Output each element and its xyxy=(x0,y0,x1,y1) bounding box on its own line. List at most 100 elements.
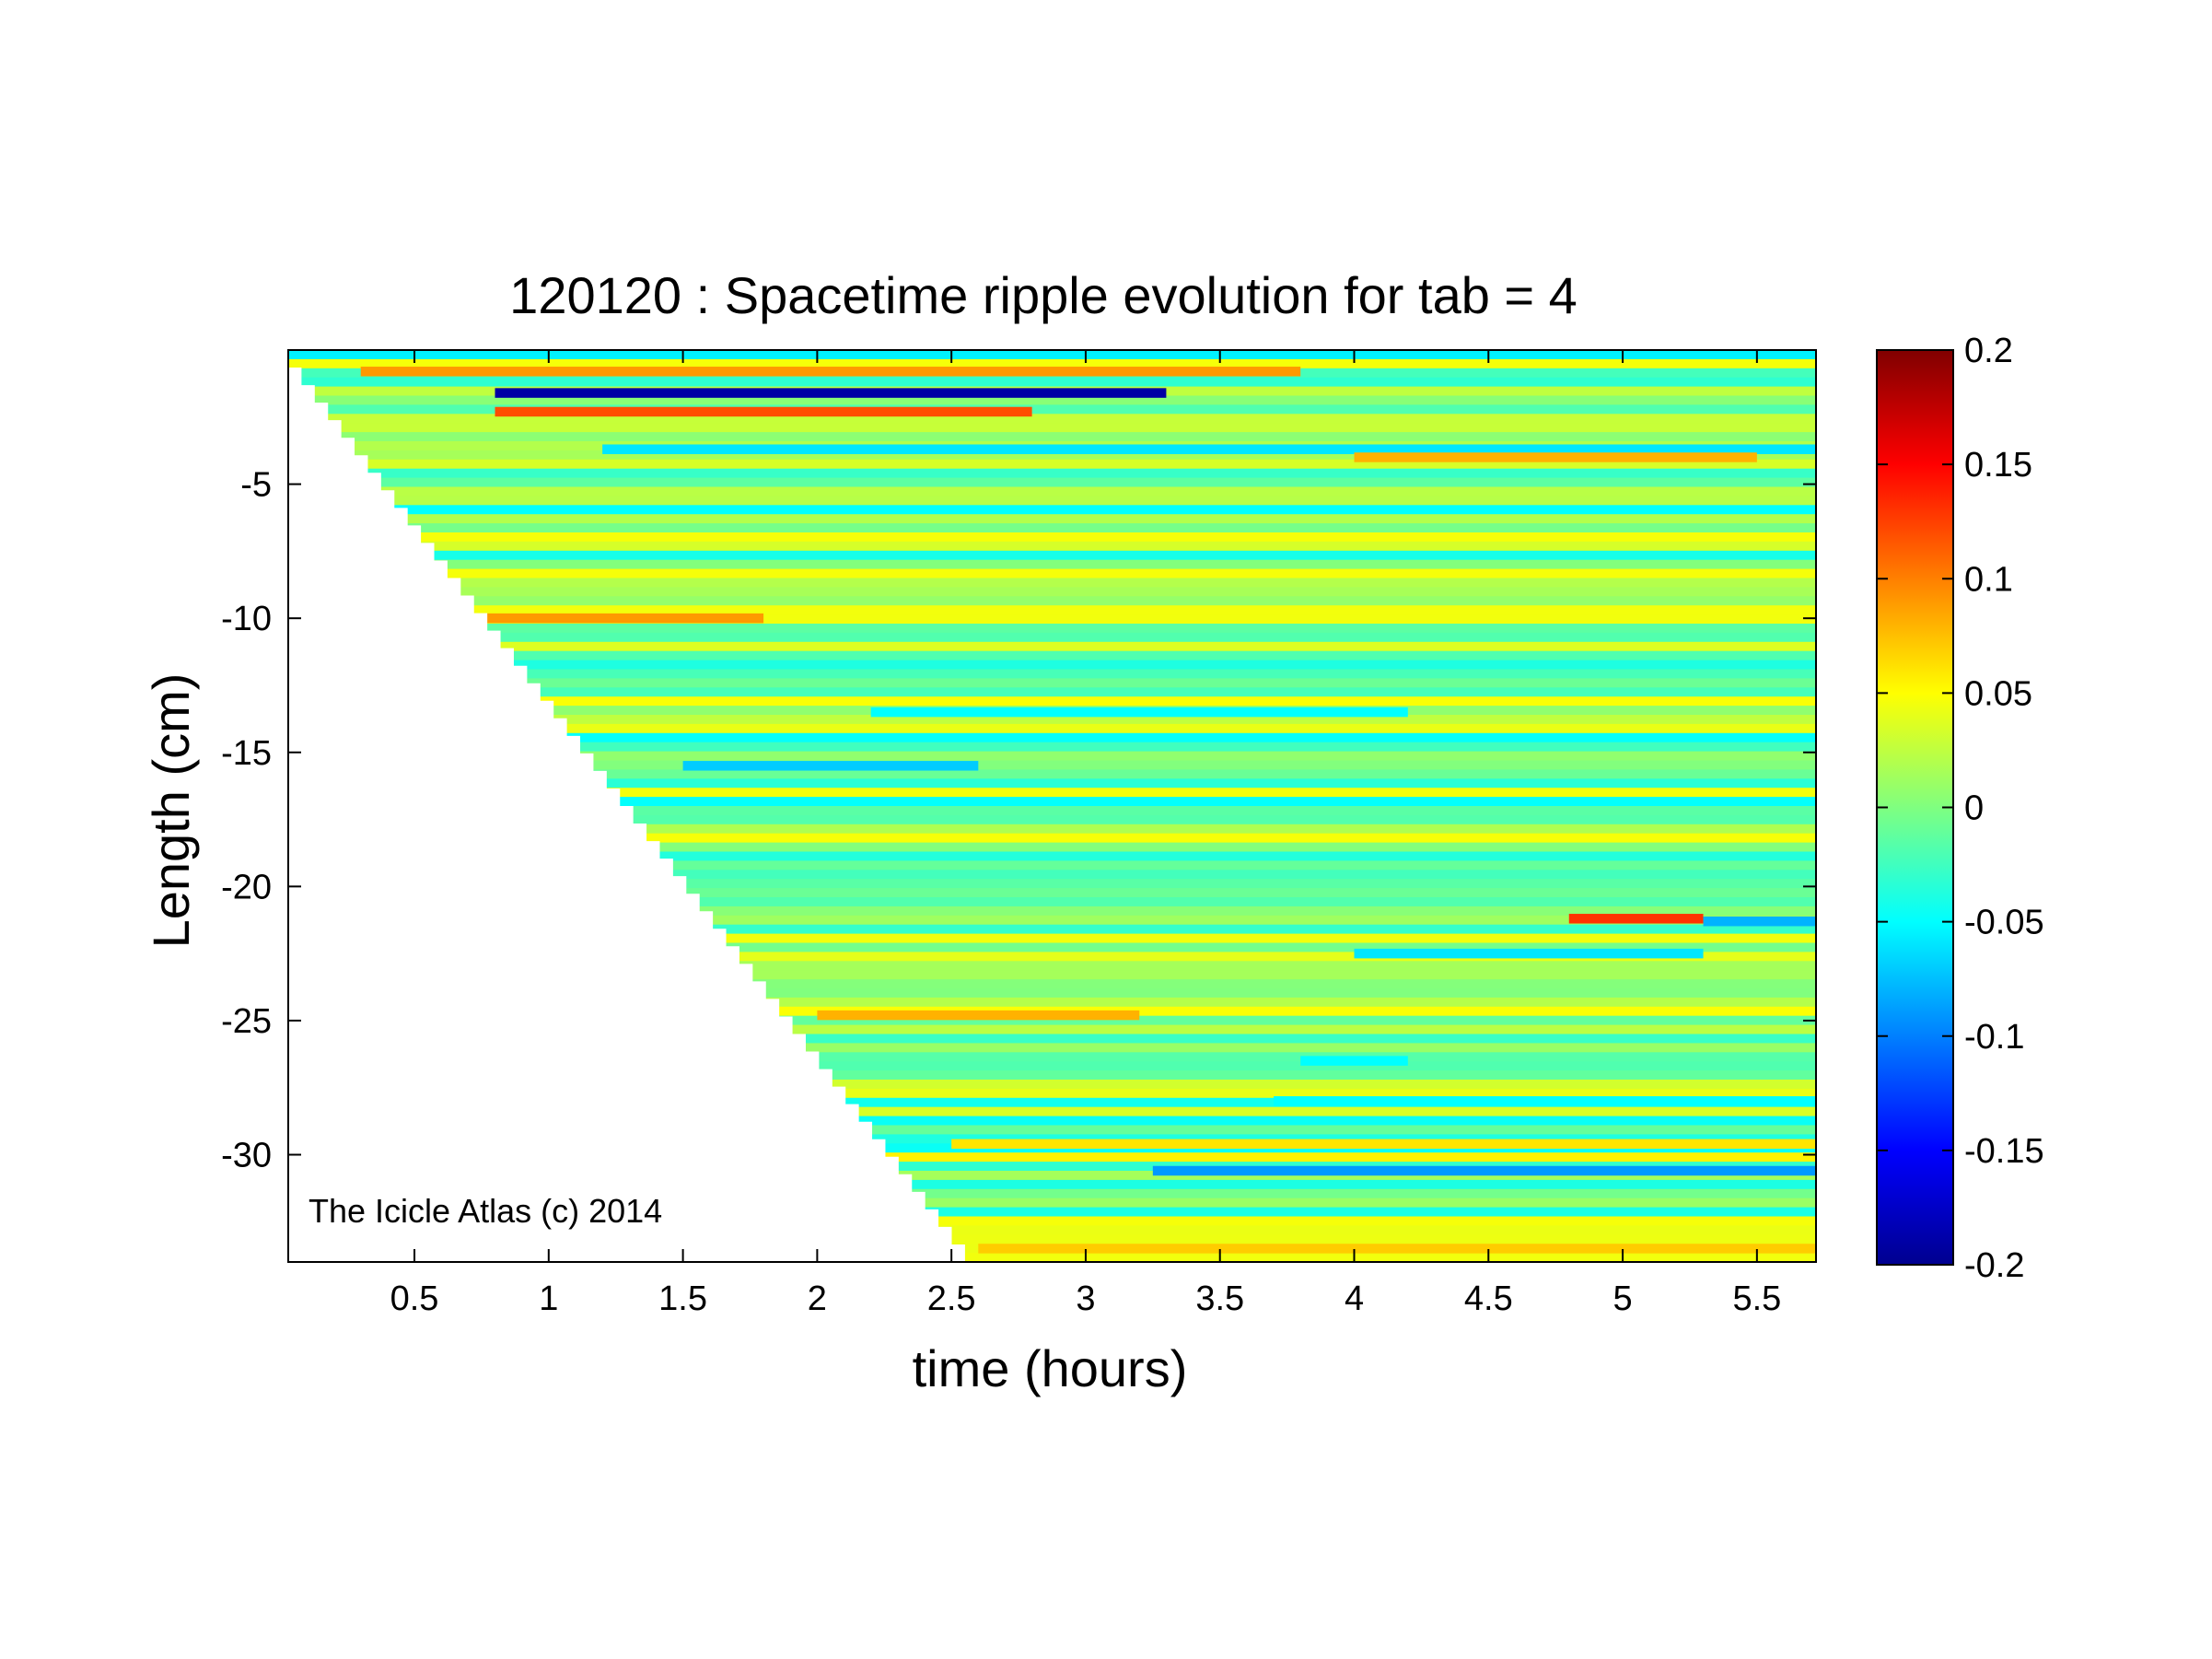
heatmap-row xyxy=(288,979,1816,989)
heatmap-row xyxy=(288,532,1816,543)
colorbar-tick-label: 0 xyxy=(1964,789,1984,828)
heatmap-row xyxy=(288,824,1816,835)
x-tick-label: 1.5 xyxy=(658,1279,707,1318)
heatmap-row xyxy=(288,696,1816,707)
heatmap-row xyxy=(288,897,1816,907)
heatmap-row xyxy=(288,450,1816,461)
heatmap-row xyxy=(288,614,1816,625)
heatmap-row xyxy=(288,942,1816,952)
colorbar-tick-label: 0.15 xyxy=(1964,446,2032,485)
heatmap-row xyxy=(288,970,1816,980)
x-tick-label: 5 xyxy=(1613,1279,1633,1318)
colorbar-tick-label: -0.2 xyxy=(1964,1246,2024,1285)
colorbar-tick-label: -0.15 xyxy=(1964,1132,2044,1171)
x-axis-label: time (hours) xyxy=(913,1339,1188,1397)
x-tick-label: 4 xyxy=(1345,1279,1364,1318)
heatmap-row xyxy=(288,732,1816,743)
colorbar-tick-label: 0.05 xyxy=(1964,674,2032,713)
heatmap-row xyxy=(288,514,1816,524)
chart-title: 120120 : Spacetime ripple evolution for … xyxy=(509,266,1578,324)
ripple-band xyxy=(951,1139,1816,1150)
ripple-band xyxy=(870,707,1408,718)
heatmap-row xyxy=(288,587,1816,597)
heatmap-row xyxy=(288,1097,1816,1108)
heatmap-row xyxy=(288,860,1816,870)
heatmap-row xyxy=(288,459,1816,470)
heatmap-row xyxy=(288,1034,1816,1044)
heatmap-row xyxy=(288,806,1816,816)
heatmap-row xyxy=(288,933,1816,944)
heatmap-row xyxy=(288,723,1816,734)
ripple-band xyxy=(978,1244,1816,1254)
heatmap-row xyxy=(288,486,1816,497)
x-tick-label: 4.5 xyxy=(1464,1279,1513,1318)
heatmap-row xyxy=(288,888,1816,898)
heatmap-row xyxy=(288,596,1816,606)
x-tick-label: 0.5 xyxy=(390,1279,439,1318)
heatmap-row xyxy=(288,541,1816,552)
heatmap-row xyxy=(288,1061,1816,1071)
heatmap-row xyxy=(288,1043,1816,1053)
y-axis-label: Length (cm) xyxy=(142,673,200,949)
heatmap-row xyxy=(288,678,1816,688)
heatmap-row xyxy=(288,915,1816,926)
heatmap-row xyxy=(288,496,1816,506)
heatmap-row xyxy=(288,1162,1816,1172)
ripple-band xyxy=(817,1010,1140,1021)
heatmap-row xyxy=(288,578,1816,588)
colorbar-ticks: 0.2 0.15 0.1 0.05 0 -0.05 -0.1 -0.15 -0.2 xyxy=(1877,332,2044,1285)
heatmap-row xyxy=(288,523,1816,533)
heatmap-row xyxy=(288,350,1816,360)
heatmap-row xyxy=(288,432,1816,442)
heatmap-row xyxy=(288,870,1816,880)
x-axis-ticks: 0.5 1 1.5 2 2.5 3 3.5 4 4.5 5 5.5 xyxy=(390,350,1781,1318)
y-tick-label: -30 xyxy=(221,1137,272,1175)
ripple-band xyxy=(1300,1056,1408,1066)
heatmap-row xyxy=(288,778,1816,789)
heatmap-row xyxy=(288,395,1816,405)
heatmap-row xyxy=(288,605,1816,615)
heatmap-row xyxy=(288,1188,1816,1199)
ripple-band xyxy=(1354,948,1704,959)
colorbar-tick-label: 0.2 xyxy=(1964,332,2013,370)
heatmap-row xyxy=(288,568,1816,579)
heatmap-row xyxy=(288,769,1816,779)
colorbar-tick-label: -0.1 xyxy=(1964,1018,2024,1057)
heatmap-row xyxy=(288,952,1816,962)
heatmap-row xyxy=(288,1015,1816,1026)
ripple-band xyxy=(1274,1096,1816,1106)
heatmap-row xyxy=(288,641,1816,652)
heatmap-row xyxy=(288,1171,1816,1181)
heatmap-row xyxy=(288,1052,1816,1062)
heatmap-row xyxy=(288,988,1816,999)
heatmap-row xyxy=(288,358,1816,369)
heatmap-row xyxy=(288,559,1816,570)
annotation-text: The Icicle Atlas (c) 2014 xyxy=(309,1192,662,1230)
heatmap-row xyxy=(288,924,1816,935)
ripple-band xyxy=(682,761,979,771)
heatmap-row xyxy=(288,1253,1816,1262)
heatmap-row xyxy=(288,851,1816,861)
ripple-band xyxy=(1568,914,1704,924)
heatmap-row xyxy=(288,788,1816,798)
ripple-band xyxy=(495,406,1032,417)
heatmap-row xyxy=(288,550,1816,561)
heatmap-row xyxy=(288,1179,1816,1190)
heatmap-row xyxy=(288,1152,1816,1162)
heatmap-row xyxy=(288,468,1816,479)
heatmap-row xyxy=(288,1225,1816,1235)
heatmap-image xyxy=(288,350,1816,1262)
unsampled-region xyxy=(288,350,979,1262)
x-tick-label: 2 xyxy=(808,1279,827,1318)
heatmap-row xyxy=(288,751,1816,762)
heatmap-row xyxy=(288,687,1816,697)
heatmap-row xyxy=(288,477,1816,488)
heatmap-row xyxy=(288,715,1816,725)
ripple-band xyxy=(602,444,1816,454)
heatmap-row xyxy=(288,669,1816,679)
x-tick-label: 2.5 xyxy=(927,1279,976,1318)
heatmap-row xyxy=(288,905,1816,917)
ripple-band xyxy=(1152,1165,1816,1176)
heatmap-row xyxy=(288,414,1816,424)
